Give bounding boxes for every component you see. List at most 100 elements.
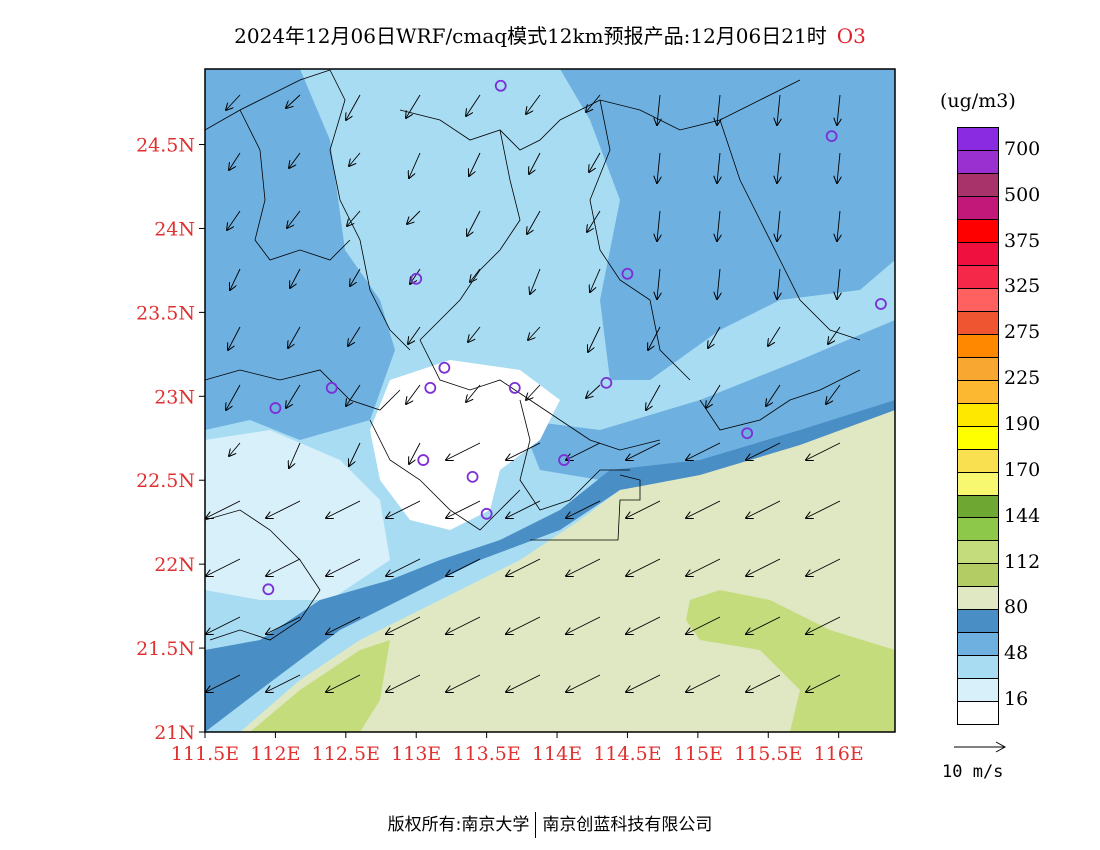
wind-arrow — [527, 210, 541, 234]
copyright-right: 南京创蓝科技有限公司 — [542, 815, 713, 835]
wind-arrow — [326, 500, 361, 518]
wind-arrow — [230, 268, 241, 290]
concentration-field — [205, 69, 895, 732]
wind-arrow — [289, 152, 301, 168]
legend-swatch — [958, 633, 998, 657]
legend-swatch — [958, 564, 998, 588]
title-text: 2024年12月06日WRF/cmaq模式12km预报产品:12月06日21时 — [234, 24, 827, 48]
wind-arrow — [528, 326, 541, 340]
wind-arrow — [589, 152, 601, 172]
wind-arrow — [406, 384, 421, 404]
monitoring-stations — [262, 79, 887, 596]
wind-arrow — [837, 210, 840, 241]
wind-arrow — [226, 94, 241, 110]
wind-arrow — [686, 674, 721, 692]
legend-swatch — [958, 173, 998, 197]
wind-arrow — [468, 326, 481, 342]
lat-tick-label: 24N — [154, 218, 195, 240]
wind-arrow — [349, 442, 361, 466]
wind-arrow — [286, 94, 301, 108]
legend-unit: (ug/m3) — [940, 90, 1016, 112]
wind-arrow — [708, 326, 721, 348]
wind-arrow — [266, 674, 301, 692]
wind-arrow — [806, 558, 841, 576]
latitude-axis: 24.5N 24N 23.5N 23N 22.5N 22N 21.5N 21N — [136, 135, 205, 744]
wind-arrow — [626, 500, 661, 518]
wind-arrow — [266, 558, 301, 576]
wind-arrow — [530, 268, 541, 294]
wind-reference-arrow — [954, 741, 1007, 753]
wind-arrow — [446, 558, 481, 576]
wind-arrow — [386, 674, 421, 692]
wind-arrow — [409, 152, 421, 178]
boundary-line — [205, 509, 321, 641]
wind-arrow — [386, 558, 421, 576]
wind-arrow — [588, 326, 601, 352]
station-marker — [424, 382, 437, 394]
wind-arrow — [349, 152, 361, 166]
wind-arrow — [837, 152, 840, 183]
legend-label: 275 — [1004, 321, 1041, 344]
station-marker — [438, 361, 451, 374]
wind-arrow — [326, 674, 361, 692]
wind-arrow — [586, 384, 601, 398]
legend-label: 112 — [1004, 550, 1041, 573]
wind-arrow — [566, 674, 601, 692]
wind-arrow — [626, 616, 661, 634]
wind-arrow — [826, 384, 841, 404]
wind-arrow — [469, 152, 481, 176]
legend-swatch — [958, 610, 998, 634]
wind-arrow — [350, 268, 361, 286]
station-marker — [262, 583, 275, 596]
wind-arrow — [466, 94, 481, 116]
legend-swatch — [958, 150, 998, 174]
wind-arrow — [467, 210, 481, 236]
wind-arrow — [746, 674, 781, 692]
coastal-dark-zone — [205, 400, 895, 732]
station-marker — [480, 507, 493, 520]
legend-label: 225 — [1004, 367, 1041, 390]
wind-arrow — [506, 442, 541, 460]
legend-swatch — [958, 242, 998, 266]
wind-arrow — [657, 152, 660, 183]
legend-swatch — [958, 679, 998, 703]
station-marker — [466, 470, 479, 483]
legend-label: 500 — [1004, 183, 1041, 206]
wind-arrow — [526, 94, 541, 114]
wind-arrow — [228, 326, 241, 350]
legend-swatch — [958, 288, 998, 312]
map-title: 2024年12月06日WRF/cmaq模式12km预报产品:12月06日21时 O… — [0, 20, 1100, 49]
wind-arrow — [706, 384, 721, 408]
wind-arrow — [806, 442, 841, 460]
wind-arrow — [590, 268, 601, 292]
lon-tick-label: 115.5E — [734, 743, 802, 765]
wind-arrow — [766, 384, 781, 406]
wind-arrow — [529, 152, 541, 174]
wind-arrow — [626, 558, 661, 576]
boundary-lines — [205, 69, 861, 641]
wind-arrow — [406, 94, 421, 118]
boundary-line — [719, 119, 861, 341]
station-marker — [741, 427, 754, 440]
lat-tick-label: 22N — [154, 554, 195, 576]
legend-swatch — [958, 128, 998, 151]
wind-arrow — [266, 616, 301, 634]
station-marker — [494, 79, 507, 92]
boundary-line — [589, 99, 691, 381]
legend-label: 170 — [1004, 458, 1041, 481]
wind-arrow — [386, 616, 421, 634]
lon-tick-label: 114.5E — [593, 743, 661, 765]
wind-arrow — [746, 616, 781, 634]
sea-green-zone-east — [686, 590, 895, 732]
wind-arrow — [290, 268, 301, 288]
legend-swatch — [958, 518, 998, 542]
wind-arrow — [586, 94, 601, 112]
legend-swatch — [958, 587, 998, 611]
wind-arrow — [566, 616, 601, 634]
boundary-line — [205, 369, 401, 411]
wind-arrow — [326, 616, 361, 634]
wind-arrow — [566, 558, 601, 576]
lon-tick-label: 115E — [673, 743, 723, 765]
wind-arrow — [227, 210, 241, 230]
color-legend — [957, 127, 999, 725]
